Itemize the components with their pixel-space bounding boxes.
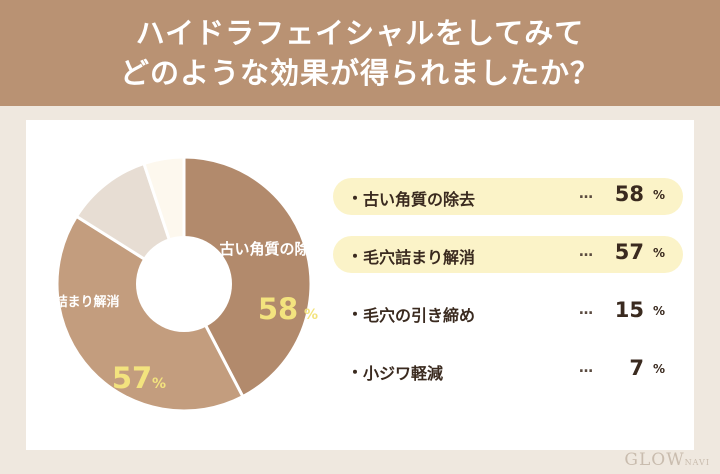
legend-label: 毛穴詰まり解消 [363, 248, 476, 267]
slice-value-exfoliation: 58 [258, 292, 298, 326]
legend-label: 古い角質の除去 [363, 190, 476, 209]
bullet: ・ [347, 247, 364, 266]
watermark-text: GLOW [624, 450, 685, 470]
legend-label: 小ジワ軽減 [363, 364, 444, 383]
legend-item-wrinkle: ・ 小ジワ軽減 … 7 % [333, 352, 683, 389]
slice-label-pore-unclog: 毛穴詰まり解消 [28, 294, 119, 310]
bullet: ・ [347, 189, 364, 208]
legend-value: 7 [629, 356, 644, 380]
legend-leader: … [579, 186, 593, 202]
legend-unit: % [653, 362, 666, 376]
brand-watermark: GLOWNAVI [624, 450, 710, 470]
header-title-line2: どのような効果が得られましたか？ [119, 56, 600, 90]
slice-exfoliation [182, 155, 313, 399]
legend-label: 毛穴の引き締め [363, 306, 476, 325]
slice-percent-pore-unclog: % [152, 376, 166, 392]
donut-hole [136, 236, 232, 332]
bullet: ・ [347, 305, 364, 324]
watermark-sub: NAVI [684, 458, 710, 467]
bullet: ・ [347, 363, 364, 382]
header-banner: ハイドラフェイシャルをしてみて どのような効果が得られましたか？ [0, 0, 720, 106]
header-title-line1: ハイドラフェイシャルをしてみて [135, 16, 585, 50]
legend-leader: … [579, 360, 593, 376]
legend-value: 15 [614, 298, 644, 322]
chart-panel: 古い角質の除去 58 % 毛穴詰まり解消 57 % [26, 120, 694, 450]
legend: ・ 古い角質の除去 … 58 % ・ 毛穴詰まり解消 … 57 % ・ 毛穴の引… [333, 178, 683, 410]
legend-value: 57 [614, 240, 644, 264]
legend-unit: % [653, 304, 666, 318]
legend-unit: % [653, 246, 666, 260]
legend-leader: … [579, 302, 593, 318]
legend-value: 58 [614, 182, 644, 206]
slice-value-pore-unclog: 57 [112, 361, 152, 395]
legend-item-exfoliation: ・ 古い角質の除去 … 58 % [333, 178, 683, 215]
legend-item-pore-tighten: ・ 毛穴の引き締め … 15 % [333, 294, 683, 331]
slice-label-exfoliation: 古い角質の除去 [219, 240, 324, 258]
legend-unit: % [653, 188, 666, 202]
donut-chart: 古い角質の除去 58 % 毛穴詰まり解消 57 % [28, 155, 325, 413]
slice-percent-exfoliation: % [304, 307, 318, 323]
legend-item-pore-unclog: ・ 毛穴詰まり解消 … 57 % [333, 236, 683, 273]
legend-leader: … [579, 244, 593, 260]
